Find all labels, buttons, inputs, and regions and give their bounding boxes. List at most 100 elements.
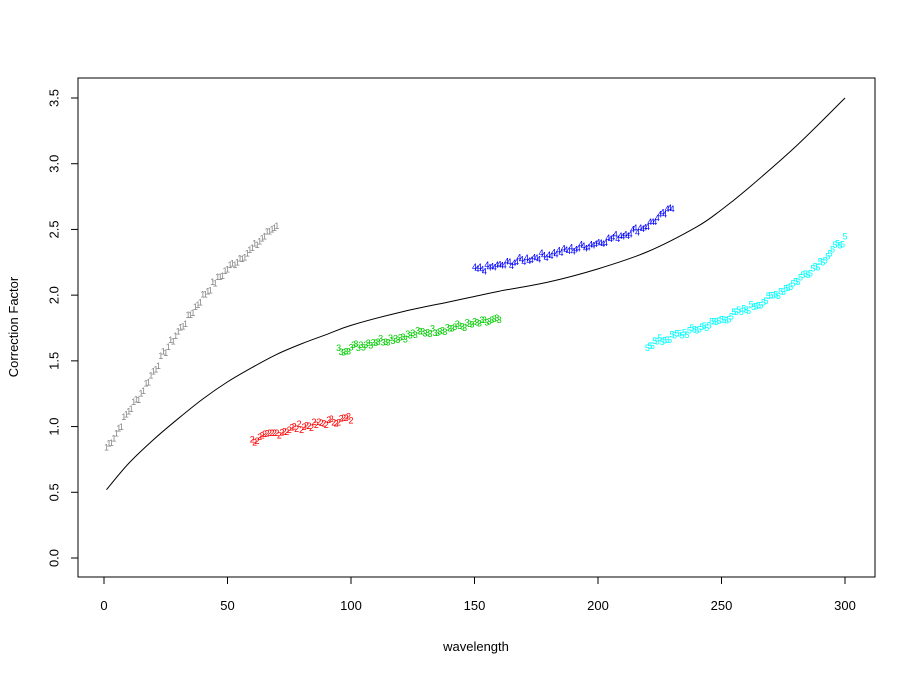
data-point-4: 4	[541, 250, 546, 260]
data-point-3: 3	[408, 330, 413, 340]
y-axis: 0.0 0.5 1.0 1.5 2.0 2.5 3.0 3.5	[47, 89, 78, 567]
data-point-3: 3	[395, 335, 400, 345]
data-point-3: 3	[358, 340, 363, 350]
data-point-5: 5	[818, 256, 823, 266]
data-point-4: 4	[618, 231, 623, 241]
data-point-2: 2	[272, 428, 277, 438]
data-point-4: 4	[479, 264, 484, 274]
data-point-4: 4	[563, 245, 568, 255]
data-point-1: 1	[223, 266, 228, 276]
data-point-1: 1	[156, 361, 161, 371]
data-point-4: 4	[603, 238, 608, 248]
data-point-3: 3	[489, 315, 494, 325]
data-point-4: 4	[566, 246, 571, 256]
data-point-2: 2	[331, 418, 336, 428]
data-point-1: 1	[126, 406, 131, 416]
data-point-5: 5	[670, 329, 675, 339]
data-point-5: 5	[741, 303, 746, 313]
data-point-4: 4	[524, 253, 529, 263]
data-point-3: 3	[361, 342, 366, 352]
data-point-5: 5	[697, 324, 702, 334]
data-point-4: 4	[529, 255, 534, 265]
data-point-2: 2	[284, 427, 289, 437]
data-point-5: 5	[721, 315, 726, 325]
data-point-1: 1	[218, 272, 223, 282]
data-point-3: 3	[440, 325, 445, 335]
data-point-3: 3	[455, 319, 460, 329]
data-point-5: 5	[652, 336, 657, 346]
data-point-3: 3	[460, 322, 465, 332]
data-point-3: 3	[479, 315, 484, 325]
data-point-1: 1	[143, 379, 148, 389]
data-point-5: 5	[675, 329, 680, 339]
data-point-3: 3	[472, 316, 477, 326]
data-point-4: 4	[605, 233, 610, 243]
data-point-1: 1	[148, 370, 153, 380]
data-point-2: 2	[346, 412, 351, 422]
data-point-1: 1	[116, 424, 121, 434]
data-point-5: 5	[778, 287, 783, 297]
data-point-4: 4	[487, 262, 492, 272]
data-point-1: 1	[121, 412, 126, 422]
data-point-2: 2	[311, 417, 316, 427]
data-point-1: 1	[230, 259, 235, 269]
data-point-5: 5	[835, 238, 840, 248]
data-point-3: 3	[386, 337, 391, 347]
x-tick-label: 150	[464, 598, 486, 613]
data-point-4: 4	[670, 204, 675, 214]
data-point-1: 1	[188, 310, 193, 320]
data-point-3: 3	[373, 338, 378, 348]
data-point-5: 5	[707, 320, 712, 330]
data-point-5: 5	[773, 289, 778, 299]
data-point-4: 4	[534, 253, 539, 263]
fitted-curve	[106, 97, 846, 490]
data-point-5: 5	[828, 248, 833, 258]
data-point-4: 4	[583, 244, 588, 254]
data-point-1: 1	[213, 279, 218, 289]
data-point-3: 3	[415, 326, 420, 336]
y-tick-label: 3.5	[47, 89, 62, 107]
data-point-5: 5	[815, 263, 820, 273]
data-point-5: 5	[645, 343, 650, 353]
data-point-5: 5	[808, 268, 813, 278]
data-point-5: 5	[724, 316, 729, 326]
data-point-3: 3	[403, 334, 408, 344]
data-point-1: 1	[247, 245, 252, 255]
data-point-4: 4	[516, 253, 521, 263]
data-point-5: 5	[838, 241, 843, 251]
data-point-2: 2	[339, 413, 344, 423]
data-point-4: 4	[586, 242, 591, 252]
data-point-3: 3	[410, 328, 415, 338]
data-point-4: 4	[509, 261, 514, 271]
data-point-2: 2	[314, 420, 319, 430]
data-point-3: 3	[344, 347, 349, 357]
data-point-2: 2	[279, 428, 284, 438]
data-point-2: 2	[324, 420, 329, 430]
data-point-4: 4	[581, 241, 586, 251]
data-point-3: 3	[390, 336, 395, 346]
x-tick-label: 300	[834, 598, 856, 613]
data-point-4: 4	[642, 222, 647, 232]
data-point-5: 5	[647, 341, 652, 351]
data-point-5: 5	[810, 263, 815, 273]
y-tick-label: 0.5	[47, 483, 62, 501]
data-point-4: 4	[576, 243, 581, 253]
data-point-3: 3	[341, 347, 346, 357]
data-point-4: 4	[667, 203, 672, 213]
data-point-3: 3	[452, 322, 457, 332]
data-point-3: 3	[356, 343, 361, 353]
data-point-1: 1	[190, 308, 195, 318]
y-tick-label: 1.5	[47, 352, 62, 370]
data-point-1: 1	[257, 237, 262, 247]
data-point-4: 4	[512, 258, 517, 268]
data-point-5: 5	[736, 305, 741, 315]
data-point-3: 3	[339, 347, 344, 357]
data-point-1: 1	[203, 290, 208, 300]
data-point-4: 4	[539, 248, 544, 258]
data-point-3: 3	[430, 323, 435, 333]
data-point-2: 2	[319, 418, 324, 428]
data-point-4: 4	[635, 227, 640, 237]
data-point-1: 1	[114, 429, 119, 439]
x-tick-label: 200	[587, 598, 609, 613]
data-point-5: 5	[813, 262, 818, 272]
